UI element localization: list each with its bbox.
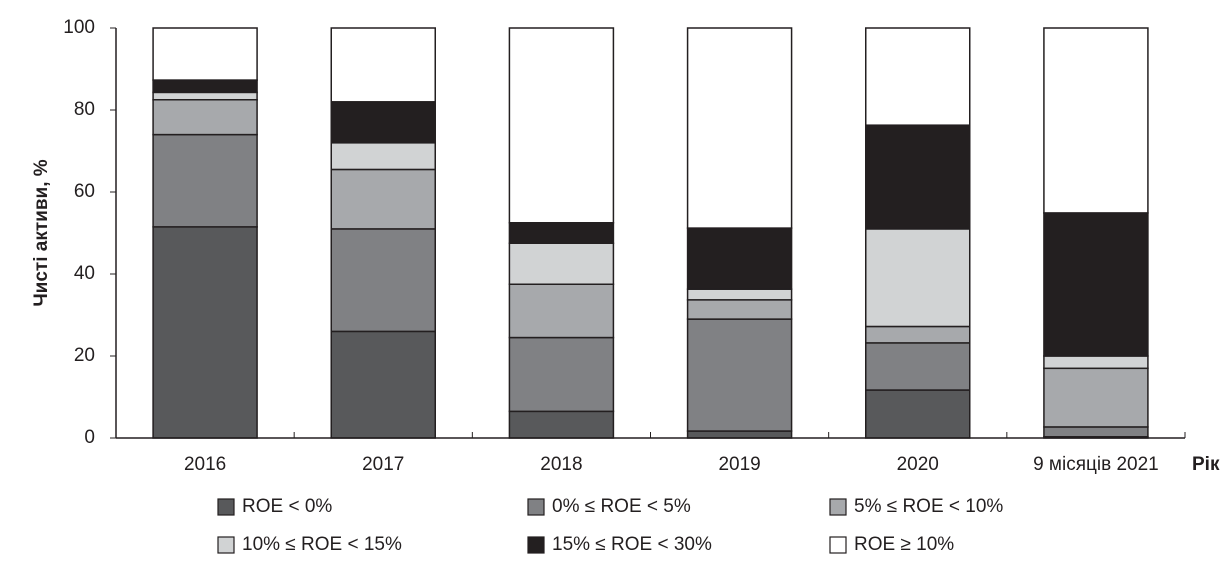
bar-segment [686, 27, 793, 229]
legend-label: 10% ≤ ROE < 15% [242, 534, 402, 555]
y-tick-label: 0 [84, 427, 95, 448]
bar-segment [152, 91, 258, 101]
bar-segment [1043, 212, 1149, 357]
bar-segment [508, 283, 615, 339]
legend-label: 15% ≤ ROE < 30% [552, 534, 712, 555]
bar-segment [686, 318, 793, 432]
y-axis-label: Чисті активи, % [31, 159, 52, 306]
bar-segment [686, 299, 793, 320]
bar-segment [865, 325, 971, 344]
bar-segment [152, 79, 258, 94]
legend-label: 5% ≤ ROE < 10% [854, 496, 1003, 517]
legend-swatch [527, 498, 545, 516]
legend-swatch [829, 536, 847, 554]
bar-segment [152, 99, 258, 136]
y-tick-label: 60 [74, 181, 95, 202]
bar-segment [1043, 355, 1149, 370]
y-tick-label: 80 [74, 99, 95, 120]
y-tick-label: 20 [74, 345, 95, 366]
bar-segment [152, 133, 258, 228]
x-tick-label: 2018 [540, 454, 582, 475]
bar-segment [1043, 426, 1149, 438]
bar-segment [508, 27, 615, 224]
y-tick-label: 40 [74, 263, 95, 284]
legend-swatch [829, 498, 847, 516]
bar-segment [865, 389, 971, 439]
bar-segment [686, 227, 793, 290]
y-tick-label: 100 [63, 17, 95, 38]
bar-segment [865, 228, 971, 328]
legend-label: 0% ≤ ROE < 5% [552, 496, 691, 517]
bar-segment [865, 27, 971, 126]
bar-segment [865, 342, 971, 391]
x-tick-label: 2016 [184, 454, 226, 475]
legend-label: ROE < 0% [242, 496, 332, 517]
bar-segment [330, 330, 436, 439]
bar-segment [508, 410, 615, 439]
bar-segment [152, 226, 258, 439]
x-tick-label: 2019 [718, 454, 760, 475]
x-axis-label: Рік [1192, 454, 1220, 475]
bar-segment [508, 222, 615, 244]
bar-segment [330, 27, 436, 103]
bar-segment [330, 142, 436, 171]
legend-swatch [217, 536, 235, 554]
legend-swatch [527, 536, 545, 554]
legend-swatch [217, 498, 235, 516]
x-tick-label: 2020 [897, 454, 939, 475]
bar-segment [508, 336, 615, 413]
bar-segment [152, 27, 258, 81]
bar-segment [1043, 27, 1149, 214]
legend-label: ROE ≥ 10% [854, 534, 954, 555]
bar-segment [330, 228, 436, 333]
bar-segment [330, 101, 436, 144]
bar-segment [686, 430, 793, 439]
x-tick-label: 9 місяців 2021 [1033, 454, 1159, 475]
bar-segment [686, 288, 793, 301]
bar-segment [330, 168, 436, 230]
bar-segment [1043, 367, 1149, 428]
x-tick-label: 2017 [362, 454, 404, 475]
bar-segment [508, 242, 615, 285]
bar-segment [865, 124, 971, 230]
